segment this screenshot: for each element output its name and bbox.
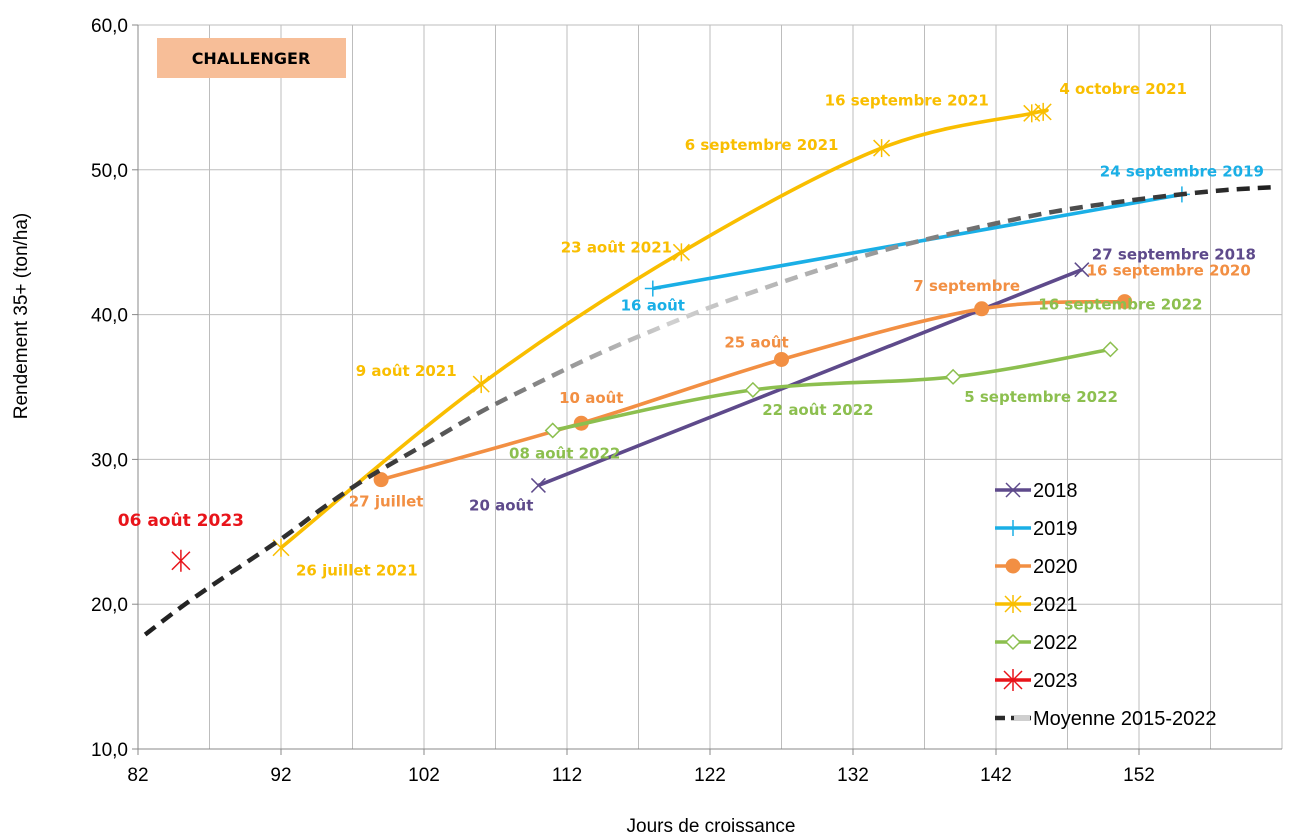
series-line-2021 — [279, 108, 1049, 550]
legend: 2018 2019 2020 2021 2022 2023 Moyenne 2015-202… — [995, 480, 1216, 730]
point-label: 9 août 2021 — [356, 362, 457, 380]
data-point — [530, 477, 546, 493]
badge-background — [157, 38, 346, 78]
data-point — [644, 280, 661, 297]
legend-swatch-light — [1014, 715, 1030, 721]
point-label: 26 juillet 2021 — [296, 562, 418, 580]
point-label: 4 octobre 2021 — [1059, 80, 1187, 98]
point-label: 06 août 2023 — [118, 511, 244, 531]
y-tick-label: 40,0 — [91, 306, 128, 327]
badge-text: CHALLENGER — [192, 49, 311, 68]
legend-label: 2020 — [1033, 556, 1078, 578]
series-line-2022 — [552, 347, 1111, 433]
average-curve — [143, 184, 1275, 637]
x-tick-label: 82 — [127, 765, 148, 786]
point-label: 10 août — [559, 389, 623, 407]
y-tick-label: 10,0 — [91, 740, 128, 761]
series-2021 — [272, 102, 1052, 557]
data-point — [1074, 262, 1090, 278]
legend-label: 2018 — [1033, 480, 1078, 502]
legend-item-2023: 2023 — [995, 669, 1078, 692]
data-point — [945, 368, 962, 385]
legend-marker — [1004, 595, 1022, 613]
point-labels: 20 août 27 septembre 2018 16 août 24 septem… — [118, 80, 1264, 580]
legend-item-2022: 2022 — [995, 632, 1078, 654]
legend-label: 2022 — [1033, 632, 1078, 654]
point-label: 16 septembre 2020 — [1087, 262, 1251, 280]
series-2023 — [171, 549, 191, 572]
data-point — [1102, 341, 1119, 358]
legend-label: Moyenne 2015-2022 — [1033, 708, 1216, 730]
legend-item-2019: 2019 — [995, 518, 1078, 540]
legend-label: 2021 — [1033, 594, 1078, 616]
y-tick-label: 60,0 — [91, 16, 128, 37]
data-point — [1034, 102, 1052, 121]
point-label: 25 août — [724, 333, 788, 351]
x-tick-label: 152 — [1123, 765, 1155, 786]
point-label: 27 juillet — [349, 493, 424, 511]
point-label: 16 septembre 2022 — [1038, 295, 1202, 313]
legend-label: 2019 — [1033, 518, 1078, 540]
point-label: 6 septembre 2021 — [685, 136, 839, 154]
data-point — [774, 351, 789, 367]
legend-marker — [1005, 520, 1021, 536]
data-point — [171, 549, 191, 572]
x-tick-label: 142 — [980, 765, 1012, 786]
legend-item-moyenne-2015-2022: Moyenne 2015-2022 — [995, 708, 1216, 730]
legend-item-2020: 2020 — [995, 556, 1078, 578]
x-tick-label: 102 — [408, 765, 440, 786]
point-label: 16 août — [621, 297, 685, 315]
point-label: 27 septembre 2018 — [1092, 246, 1256, 264]
data-point — [373, 472, 389, 488]
point-label: 5 septembre 2022 — [964, 388, 1118, 406]
series-layer — [143, 102, 1275, 637]
point-label: 08 août 2022 — [509, 444, 620, 462]
legend-marker — [1005, 558, 1021, 574]
y-tick-label: 30,0 — [91, 450, 128, 471]
point-label: 23 août 2021 — [561, 238, 672, 256]
x-tick-label: 92 — [270, 765, 291, 786]
x-axis-title: Jours de croissance — [627, 816, 796, 837]
point-label: 24 septembre 2019 — [1100, 162, 1264, 180]
legend-marker — [1003, 669, 1023, 691]
data-point — [472, 375, 490, 394]
legend-item-2018: 2018 — [995, 480, 1078, 502]
x-tick-label: 132 — [837, 765, 869, 786]
chart-badge: CHALLENGER — [157, 38, 346, 78]
x-tick-label: 112 — [552, 765, 582, 786]
data-point — [1117, 294, 1133, 310]
x-tick-label: 122 — [694, 765, 726, 786]
data-point — [873, 139, 891, 158]
legend-marker — [1005, 482, 1021, 498]
axes: 10,0 20,0 30,0 40,0 50,0 60,0 82 92 102 112 122 132… — [91, 16, 1282, 786]
legend-marker — [1004, 633, 1022, 651]
data-point — [744, 381, 761, 398]
y-tick-label: 50,0 — [91, 161, 128, 182]
y-tick-label: 20,0 — [91, 595, 128, 616]
point-label: 16 septembre 2021 — [825, 91, 989, 109]
data-point — [544, 422, 561, 439]
data-point — [672, 243, 690, 262]
point-label: 20 août — [469, 496, 533, 514]
legend-label: 2023 — [1033, 670, 1078, 692]
legend-item-2021: 2021 — [995, 594, 1078, 616]
point-label: 22 août 2022 — [762, 401, 873, 419]
series-moyenne-2015-2022 — [143, 184, 1275, 637]
point-label: 7 septembre — [913, 277, 1020, 295]
series-2022 — [544, 341, 1119, 439]
y-axis-title: Rendement 35+ (ton/ha) — [11, 213, 32, 420]
data-point — [974, 301, 990, 317]
series-2020 — [373, 294, 1133, 488]
